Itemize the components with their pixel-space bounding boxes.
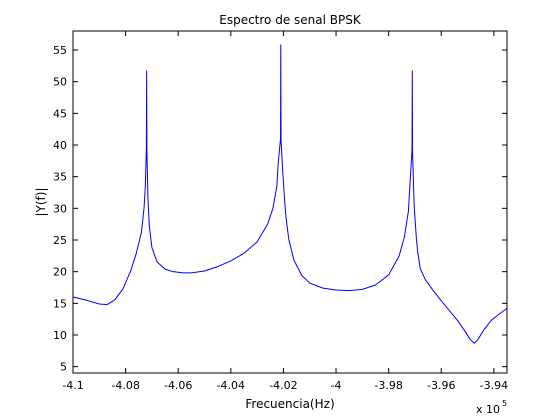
x-tick-label: -4 [331, 379, 342, 392]
x-axis-label: Frecuencia(Hz) [245, 397, 334, 411]
y-tick-label: 35 [53, 171, 67, 184]
x-axis-multiplier: x 10 5 [476, 399, 507, 416]
y-tick-label: 30 [53, 202, 67, 215]
y-tick-label: 40 [53, 139, 67, 152]
y-tick-label: 55 [53, 44, 67, 57]
y-tick-label: 50 [53, 76, 67, 89]
x-tick-label: -4.1 [62, 379, 83, 392]
x-tick-label: -4.04 [217, 379, 245, 392]
x-tick-label: -4.06 [164, 379, 192, 392]
x-axis: -4.1 -4.08 -4.06 -4.04 -4.02 -4 -3.98 -3.96 -3.9… [62, 31, 508, 392]
y-tick-label: 5 [60, 361, 67, 374]
y-tick-label: 10 [53, 329, 67, 342]
plot-area [72, 30, 508, 374]
x-multiplier-base: x 10 [476, 403, 500, 416]
series-layer [72, 44, 508, 344]
y-axis-label: |Y(f)| [34, 187, 48, 216]
y-tick-label: 20 [53, 266, 67, 279]
x-multiplier-exponent: 5 [502, 399, 507, 408]
y-tick-label: 25 [53, 234, 67, 247]
y-axis: 5 10 15 20 25 30 35 40 45 50 55 [53, 44, 507, 374]
y-tick-label: 15 [53, 297, 67, 310]
x-tick-label: -4.08 [111, 379, 139, 392]
y-tick-label: 45 [53, 107, 67, 120]
x-tick-label: -3.96 [427, 379, 455, 392]
x-tick-label: -3.98 [374, 379, 402, 392]
series-line [72, 44, 508, 344]
x-tick-label: -3.94 [480, 379, 508, 392]
chart-title: Espectro de senal BPSK [219, 13, 362, 27]
x-tick-label: -4.02 [269, 379, 297, 392]
